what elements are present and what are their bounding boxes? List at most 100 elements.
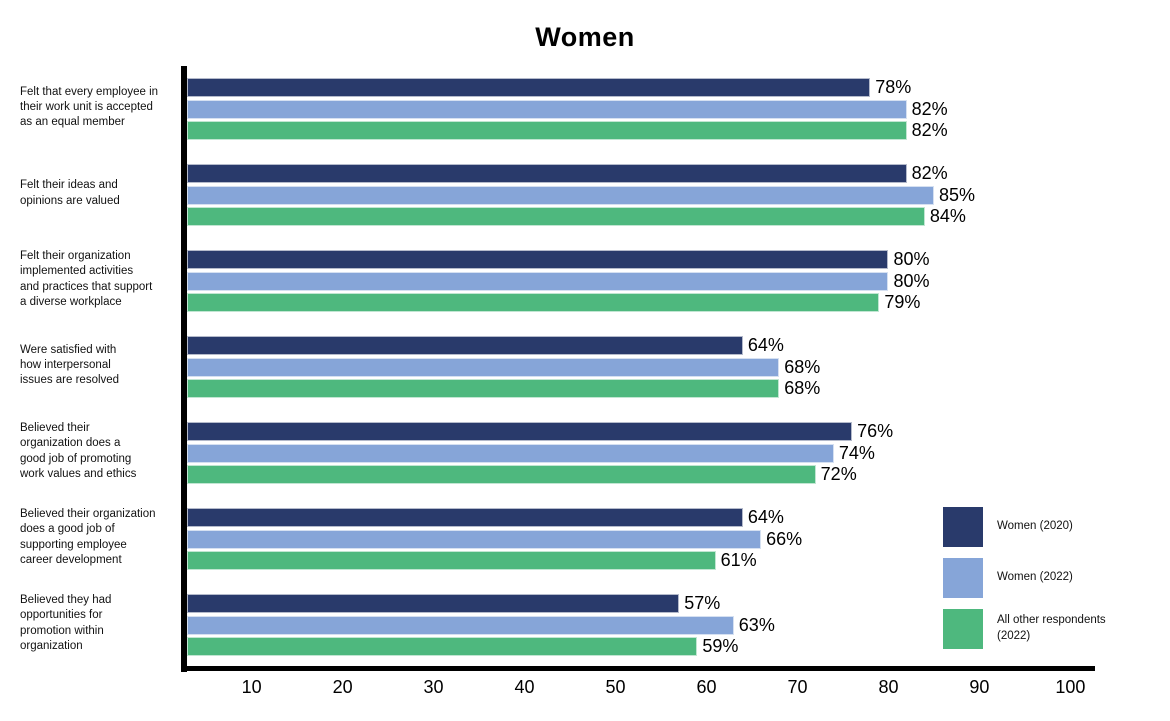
bar-all-other-respondents-2022 <box>187 207 925 226</box>
bar-row: 76% <box>187 422 1095 441</box>
bar-row: 68% <box>187 379 1095 398</box>
value-label: 78% <box>875 77 912 97</box>
value-label: 80% <box>893 249 930 269</box>
value-label: 68% <box>784 378 821 398</box>
chart-title: Women <box>535 22 635 52</box>
legend-item-all-other-respondents-2022: All other respondents (2022) <box>943 609 1153 649</box>
value-label: 59% <box>702 636 739 656</box>
value-label: 68% <box>784 356 821 377</box>
value-label: 64% <box>747 507 784 527</box>
bar-group: 57% 63% 59% <box>187 594 1095 659</box>
bar-group: 76% 74% 72% <box>187 422 1095 487</box>
bar-women-2022 <box>187 99 907 119</box>
bar-women-2020 <box>187 508 743 527</box>
x-tick-label: 50 <box>605 677 626 697</box>
value-label: 74% <box>838 442 875 463</box>
x-tick-label: 80 <box>878 677 899 697</box>
bar-women-2020 <box>187 336 743 355</box>
x-tick-label: 100 <box>1055 677 1086 697</box>
legend-swatch <box>943 609 983 649</box>
bar-row: 57% <box>187 594 1095 613</box>
category-label: Believed they had opportunities for prom… <box>20 594 112 652</box>
bar-women-2022 <box>187 185 934 205</box>
bar-row: 80% <box>187 250 1095 269</box>
value-label: 61% <box>720 550 757 570</box>
value-label: 57% <box>684 593 721 613</box>
bar-row: 74% <box>187 442 1095 463</box>
legend-swatch <box>943 558 983 598</box>
legend-label: Women (2022) <box>997 571 1073 584</box>
bar-row: 82% <box>187 121 1095 140</box>
bar-group: 64% 68% 68% <box>187 336 1095 401</box>
bar-group: 80% 80% 79% <box>187 250 1095 315</box>
value-label: 85% <box>938 184 975 205</box>
x-axis-ticks: 10 20 30 40 50 60 70 80 90 100 <box>187 677 1095 703</box>
bar-women-2022 <box>187 529 762 549</box>
bar-row: 82% <box>187 98 1095 119</box>
value-label: 82% <box>911 163 948 183</box>
bar-women-2020 <box>187 250 889 269</box>
legend-item-women-2020: Women (2020) <box>943 507 1153 547</box>
bar-row: 66% <box>187 528 1095 549</box>
x-tick-label: 30 <box>423 677 444 697</box>
bar-row: 64% <box>187 336 1095 355</box>
bar-row: 61% <box>187 551 1095 570</box>
bar-row: 80% <box>187 270 1095 291</box>
bar-women-2022 <box>187 615 734 635</box>
x-tick-label: 10 <box>241 677 262 697</box>
bar-women-2020 <box>187 422 853 441</box>
x-axis-line <box>181 666 1095 671</box>
bar-row: 84% <box>187 207 1095 226</box>
x-tick-label: 90 <box>969 677 990 697</box>
bar-group: 78% 82% 82% <box>187 78 1095 143</box>
bar-row: 63% <box>187 614 1095 635</box>
bar-women-2022 <box>187 357 780 377</box>
legend-swatch <box>943 507 983 547</box>
y-axis-line <box>181 66 187 672</box>
value-label: 82% <box>911 98 948 119</box>
bar-women-2022 <box>187 443 834 463</box>
plot-area: 78% 82% 82% 82% 85% 84% 80% 80% 79% 64% 68% 68% 76% 7… <box>187 68 1095 666</box>
bar-women-2020 <box>187 164 907 183</box>
x-tick-label: 60 <box>696 677 717 697</box>
bar-all-other-respondents-2022 <box>187 121 907 140</box>
bar-row: 82% <box>187 164 1095 183</box>
bar-row: 68% <box>187 356 1095 377</box>
bar-row: 72% <box>187 465 1095 484</box>
bar-women-2020 <box>187 594 680 613</box>
category-labels: Felt that every employee in their work u… <box>20 68 172 666</box>
legend: Women (2020) Women (2022) All other respon… <box>943 507 1153 660</box>
category-label: Felt their organization implemented acti… <box>20 250 153 308</box>
value-label: 66% <box>766 528 803 549</box>
bar-row: 64% <box>187 508 1095 527</box>
bar-row: 59% <box>187 637 1095 656</box>
x-tick-label: 40 <box>514 677 535 697</box>
value-label: 80% <box>893 270 930 291</box>
value-label: 82% <box>911 120 948 140</box>
x-tick-label: 70 <box>787 677 808 697</box>
value-label: 79% <box>884 292 921 312</box>
legend-label: Women (2020) <box>997 520 1073 533</box>
bar-all-other-respondents-2022 <box>187 465 816 484</box>
bar-women-2020 <box>187 78 871 97</box>
bar-group: 64% 66% 61% <box>187 508 1095 573</box>
category-label: Were satisfied with how interpersonal is… <box>20 343 120 387</box>
category-label: Believed their organization does a good … <box>20 422 137 480</box>
bar-row: 79% <box>187 293 1095 312</box>
category-label: Felt their ideas and opinions are valued <box>20 179 120 207</box>
value-label: 76% <box>857 421 894 441</box>
bar-group: 82% 85% 84% <box>187 164 1095 229</box>
value-label: 84% <box>929 206 966 226</box>
bar-all-other-respondents-2022 <box>187 379 780 398</box>
category-label: Felt that every employee in their work u… <box>20 85 159 129</box>
bar-row: 85% <box>187 184 1095 205</box>
x-tick-label: 20 <box>332 677 353 697</box>
bar-all-other-respondents-2022 <box>187 637 698 656</box>
legend-label: All other respondents (2022) <box>997 614 1106 642</box>
bar-all-other-respondents-2022 <box>187 293 880 312</box>
value-label: 64% <box>747 335 784 355</box>
value-label: 63% <box>738 614 775 635</box>
category-label: Believed their organization does a good … <box>20 508 156 566</box>
value-label: 72% <box>820 464 857 484</box>
